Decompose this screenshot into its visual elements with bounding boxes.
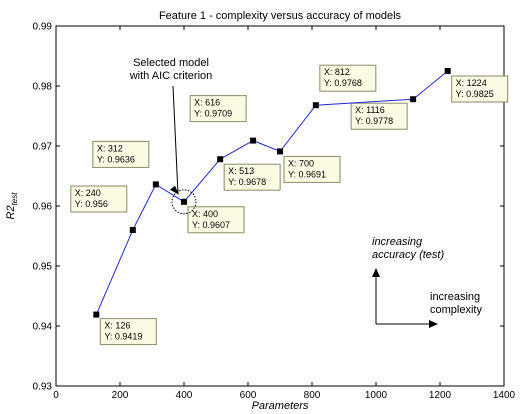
selected-model-circle [171, 189, 197, 215]
data-point-marker [410, 96, 417, 103]
accuracy-annotation-line2: accuracy (test) [372, 249, 444, 261]
x-tick-label: 1200 [429, 390, 452, 401]
datatip-y-label: Y: 0.9678 [228, 177, 266, 187]
x-axis-label: Parameters [252, 400, 309, 412]
accuracy-annotation-line1: increasing [372, 236, 423, 248]
y-axis-label: R2test [5, 192, 19, 220]
y-axis-label-sub: test [10, 192, 19, 206]
x-tick-label: 600 [240, 390, 257, 401]
selected-model-arrowhead [170, 185, 179, 195]
y-tick-label: 0.98 [33, 82, 53, 93]
data-point-marker [93, 311, 100, 318]
datatip-y-label: Y: 0.9691 [288, 169, 326, 179]
selected-model-annotation-line1: Selected model [133, 57, 209, 69]
y-tick-label: 0.95 [33, 262, 53, 273]
chart-title: Feature 1 - complexity versus accuracy o… [159, 10, 402, 22]
complexity-arrowhead [429, 320, 438, 328]
y-axis: 0.93 0.94 0.95 0.96 0.97 0.98 0.99 [33, 22, 504, 393]
datatip-box [92, 140, 150, 168]
datatip-x-label: X: 126 [104, 321, 130, 331]
data-point-marker [444, 68, 451, 74]
y-axis-label-main: R2 [5, 205, 17, 219]
datatip-y-label: Y: 0.9419 [104, 332, 142, 342]
datatip-x-label: X: 1224 [456, 78, 487, 88]
series-line [95, 70, 448, 315]
datatip-y-label: Y: 0.9768 [324, 78, 362, 88]
y-tick-label: 0.96 [33, 202, 53, 213]
complexity-annotation-line2: complexity [430, 304, 482, 316]
datatip-x-label: X: 513 [228, 166, 254, 176]
datatip-y-label: Y: 0.9778 [355, 116, 393, 126]
datatip-box [99, 318, 157, 346]
datatip-box [187, 206, 245, 234]
data-point-marker [250, 137, 257, 144]
datatip-box [283, 155, 341, 183]
y-tick-label: 0.99 [33, 22, 53, 33]
data-point-marker [152, 181, 159, 188]
selected-model-arrow [172, 85, 179, 194]
x-tick-label: 1000 [365, 390, 388, 401]
datatip-x-label: X: 400 [192, 209, 218, 219]
x-tick-label: 800 [304, 390, 321, 401]
x-axis: 0 200 400 600 800 1000 1200 1400 [53, 26, 516, 401]
datatip-x-label: X: 240 [75, 188, 101, 198]
y-tick-label: 0.94 [33, 322, 53, 333]
datatip-y-label: Y: 0.9636 [97, 154, 135, 164]
datatip-x-label: X: 1116 [355, 105, 385, 115]
datatip-x-label: X: 312 [97, 143, 123, 153]
markers [93, 68, 451, 318]
data-point-marker [217, 156, 224, 163]
selected-model-annotation-line2: with AIC criterion [129, 70, 213, 82]
data-point-marker [312, 102, 319, 109]
datatip-y-label: Y: 0.9709 [194, 109, 232, 119]
datatip-y-label: Y: 0.956 [75, 199, 108, 209]
datatip-x-label: X: 812 [324, 67, 350, 77]
datatip-x-label: X: 700 [288, 158, 314, 168]
x-tick-label: 0 [53, 390, 59, 401]
x-tick-label: 400 [176, 390, 193, 401]
complexity-annotation-line1: increasing [430, 291, 480, 303]
data-point-marker [277, 148, 283, 155]
datatip-box [319, 64, 377, 92]
data-point-marker [129, 227, 136, 233]
x-tick-label: 1400 [493, 390, 516, 401]
accuracy-arrowhead [372, 268, 380, 277]
datatip-box [70, 185, 128, 213]
datatip-x-label: X: 616 [194, 98, 220, 108]
datatip-box [451, 75, 509, 103]
datatip-y-label: Y: 0.9607 [192, 220, 230, 230]
data-point-marker [181, 198, 187, 205]
datatip-box [350, 102, 408, 130]
datatip-y-label: Y: 0.9825 [456, 89, 494, 99]
datatip-box [189, 95, 247, 123]
y-tick-label: 0.93 [33, 382, 53, 393]
y-tick-label: 0.97 [33, 142, 53, 153]
x-tick-label: 200 [112, 390, 129, 401]
datatip-box [223, 163, 281, 191]
